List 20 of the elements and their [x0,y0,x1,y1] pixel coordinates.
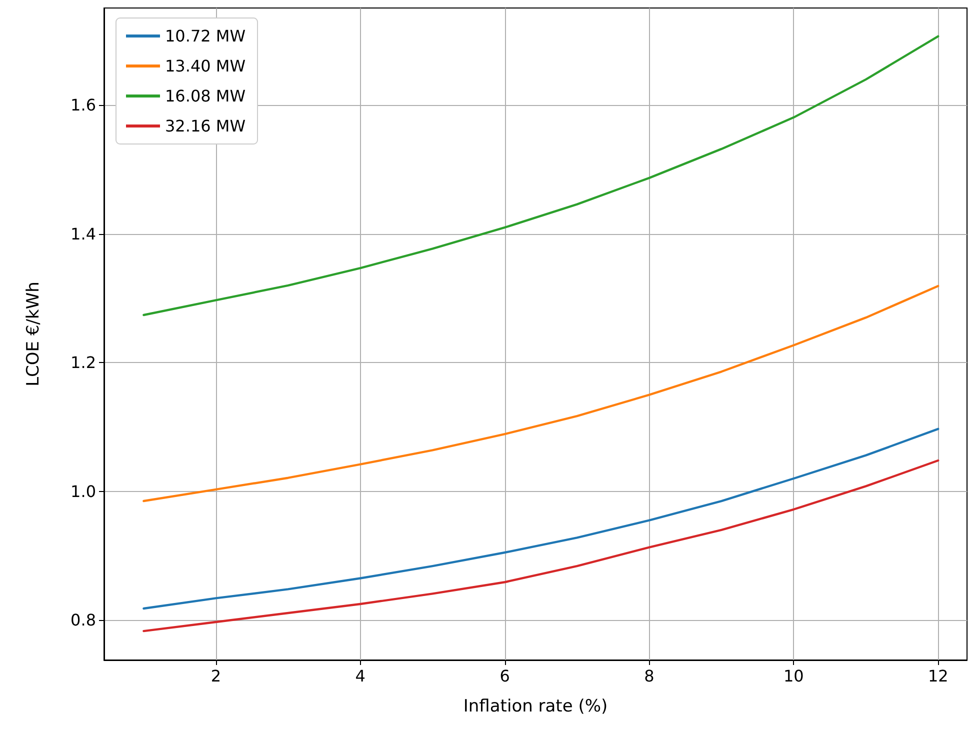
y-axis-title: LCOE €/kWh [24,282,44,386]
x-tick-label: 4 [355,666,366,686]
x-tick-label: 10 [784,666,804,686]
legend-label: 32.16 MW [165,116,246,136]
line-series [142,459,940,632]
legend-label: 16.08 MW [165,86,246,106]
legend-label: 13.40 MW [165,56,246,76]
legend-label: 10.72 MW [165,26,246,46]
line-series [142,284,940,502]
y-tick-label: 1.6 [70,96,96,115]
y-tick-label: 1.4 [70,224,96,244]
x-axis-title: Inflation rate (%) [463,696,608,716]
x-tick-label: 8 [644,666,654,686]
x-tick-label: 12 [928,666,948,686]
y-tick-label: 0.8 [70,610,96,630]
line-series [142,428,940,610]
x-tick-label: 2 [210,666,222,686]
y-tick-label: 1.0 [70,482,96,501]
y-tick-label: 1.2 [70,353,96,372]
x-tick-label: 6 [500,666,510,686]
